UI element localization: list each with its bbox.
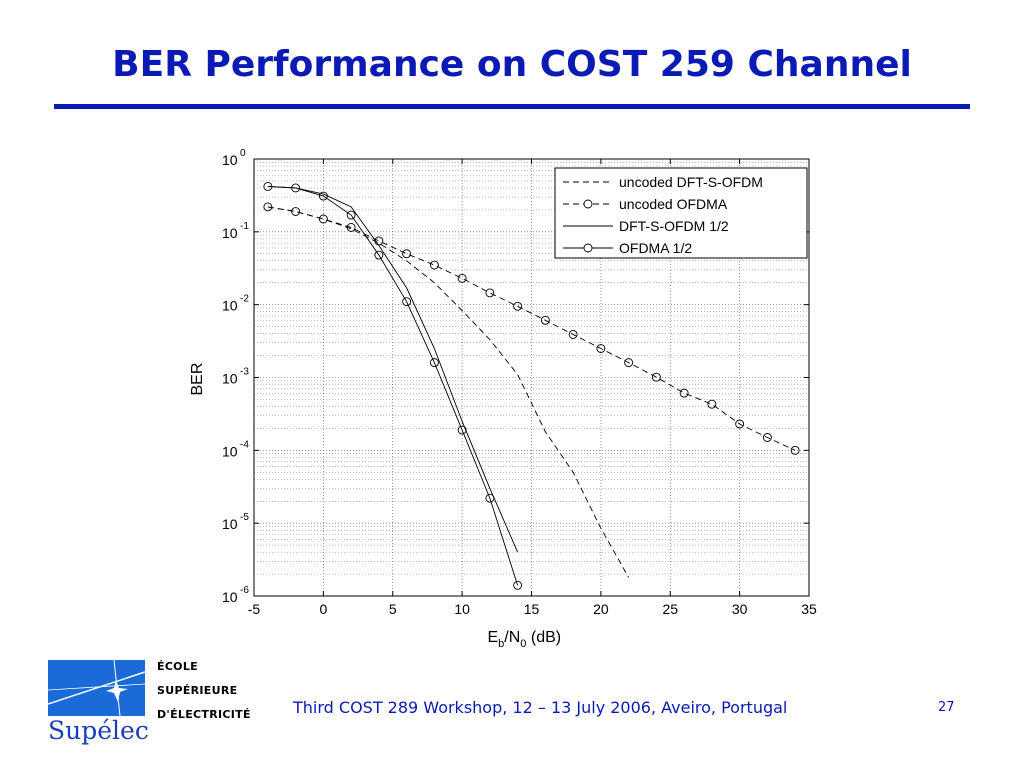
y-tick-label: 10: [222, 225, 238, 241]
legend-marker: [583, 243, 593, 253]
series-point: [263, 181, 273, 191]
series-point: [429, 260, 439, 270]
y-tick-label: 10: [222, 516, 238, 532]
x-tick-label: 35: [801, 601, 817, 617]
series-point: [346, 222, 356, 232]
series-point: [485, 288, 495, 298]
legend-marker: [583, 199, 593, 209]
supelec-logo-mark: [48, 660, 145, 716]
series-point: [429, 358, 439, 368]
y-tick-label: 10: [222, 152, 238, 168]
series-point: [762, 433, 772, 442]
series-point: [513, 580, 523, 590]
school-line-1: ÉCOLE: [157, 660, 198, 673]
y-tick-exponent: 0: [240, 148, 246, 159]
star-icon: [48, 660, 145, 716]
series-point: [624, 358, 634, 368]
y-tick-exponent: -6: [240, 585, 249, 596]
series-point: [457, 425, 467, 435]
series-line: [267, 185, 519, 586]
y-tick-label: 10: [222, 371, 238, 387]
x-tick-label: 5: [389, 601, 397, 617]
x-tick-label: 15: [524, 601, 540, 617]
y-tick-label: 10: [222, 589, 238, 605]
series-point: [318, 191, 328, 201]
series-4: [263, 181, 523, 590]
y-axis-label: BER: [189, 363, 206, 396]
series-point: [707, 399, 717, 409]
series-point: [263, 202, 273, 212]
x-tick-label: 30: [732, 601, 748, 617]
y-tick-exponent: -2: [240, 294, 249, 305]
legend-box: [554, 167, 808, 259]
y-tick-label: 10: [222, 298, 238, 314]
legend-label: OFDMA 1/2: [619, 240, 692, 256]
x-tick-label: 0: [319, 601, 327, 617]
series-point: [540, 315, 550, 325]
series-point: [651, 372, 661, 382]
series-point: [346, 210, 356, 220]
y-tick-exponent: -1: [240, 221, 249, 232]
series-point: [568, 330, 578, 339]
y-tick-exponent: -4: [240, 439, 249, 450]
x-tick-label: 25: [662, 601, 678, 617]
series-point: [485, 493, 495, 503]
x-tick-label: -5: [248, 601, 261, 617]
y-tick-exponent: -3: [240, 367, 249, 378]
legend-label: uncoded OFDMA: [619, 196, 728, 212]
footer-text: Third COST 289 Workshop, 12 – 13 July 20…: [293, 698, 788, 717]
page-number: 27: [938, 700, 955, 715]
series-2: [263, 202, 800, 455]
series-point: [291, 183, 301, 193]
x-axis-label: Eb/N0 (dB): [488, 629, 562, 650]
legend-label: uncoded DFT-S-OFDM: [619, 174, 763, 190]
series-point: [318, 214, 328, 224]
series-point: [790, 445, 800, 455]
slide-title: BER Performance on COST 259 Channel: [112, 44, 912, 85]
school-line-3: D'ÉLECTRICITÉ: [157, 708, 251, 721]
y-tick-label: 10: [222, 443, 238, 459]
series-3: [267, 185, 519, 553]
series-line: [267, 185, 519, 553]
series-point: [735, 419, 745, 429]
x-tick-label: 20: [593, 601, 609, 617]
series-point: [513, 301, 523, 311]
series-point: [291, 207, 301, 216]
series-point: [457, 273, 467, 283]
logo-word: Supélec: [48, 716, 149, 745]
title-rule: [54, 104, 970, 109]
series-point: [402, 249, 412, 259]
series-point: [374, 250, 384, 260]
series-point: [596, 344, 606, 353]
series-point: [679, 388, 689, 398]
x-tick-label: 10: [454, 601, 470, 617]
school-line-2: SUPÉRIEURE: [157, 684, 238, 697]
legend-label: DFT-S-OFDM 1/2: [619, 218, 729, 234]
y-tick-exponent: -5: [240, 512, 249, 523]
series-point: [402, 297, 412, 307]
series-line: [267, 206, 796, 451]
